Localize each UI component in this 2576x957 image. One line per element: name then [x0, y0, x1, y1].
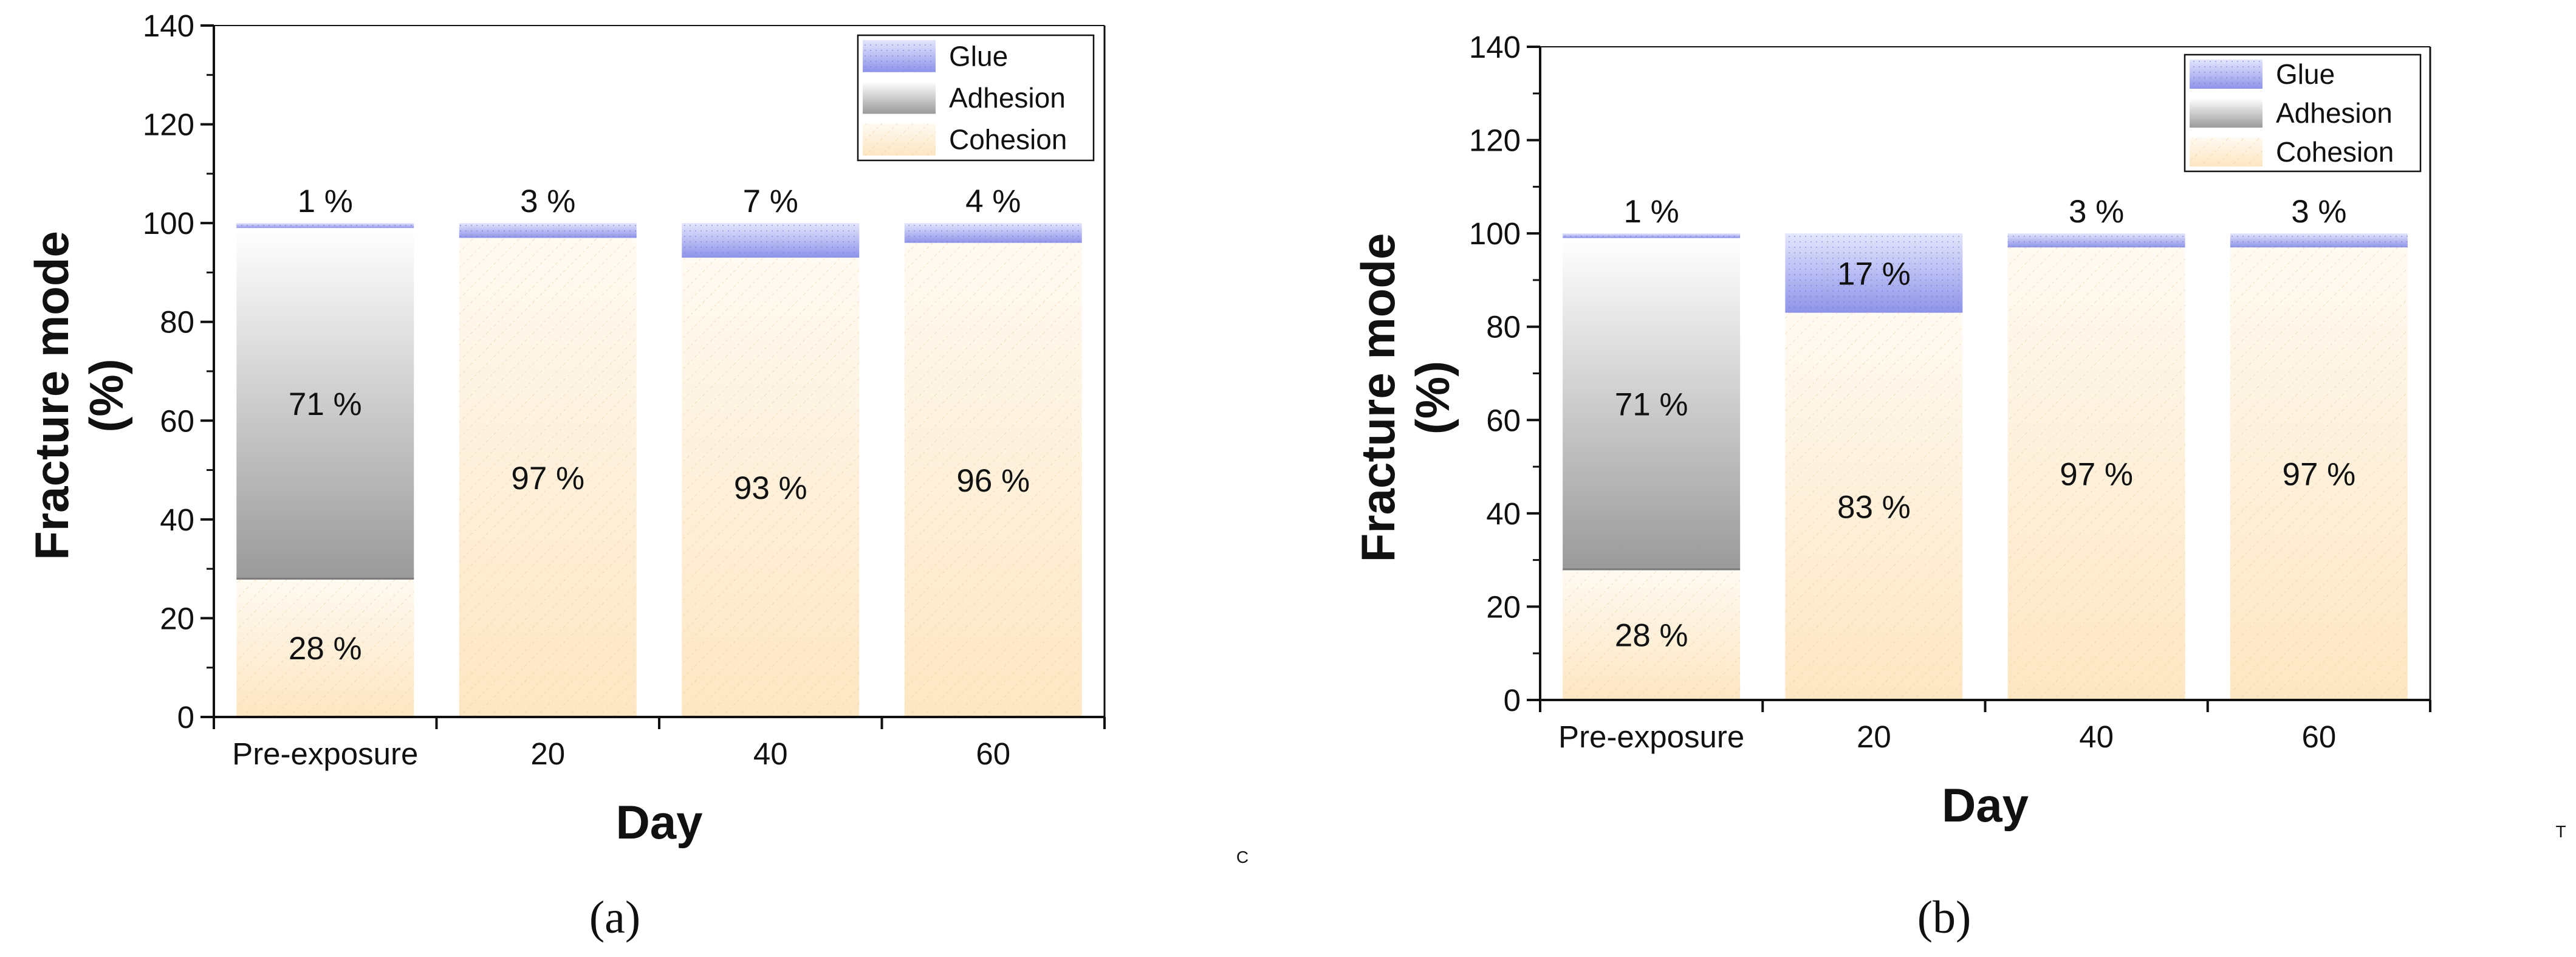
- bar-pattern-cohesion-2: [682, 258, 860, 717]
- legend: Glue Adhesion Cohesion: [857, 34, 1095, 162]
- y-axis-title-line1: Fracture mode: [25, 231, 78, 560]
- data-label-glue-0: 1 %: [298, 184, 353, 219]
- data-label-glue-2: 3 %: [2069, 194, 2124, 230]
- legend-label-cohesion: Cohesion: [949, 124, 1067, 156]
- y-tick-label-4: 80: [1486, 310, 1521, 345]
- bar-pattern-cohesion-1: [459, 238, 637, 717]
- x-axis-title: Day: [1942, 778, 2029, 832]
- panel-b-chart: 28 % 71 % 1 % 83 % 17 % 97 % 3 % 97 % 3 % 0 20 40 60…: [1351, 30, 2566, 943]
- legend-label-cohesion: Cohesion: [2276, 136, 2394, 168]
- bar-pattern-cohesion-0: [236, 578, 414, 717]
- data-label-adhesion-0: 71 %: [1615, 386, 1688, 422]
- bar-pattern-glue-3: [2230, 233, 2408, 248]
- legend-swatch-pattern-cohesion: [863, 123, 936, 156]
- bar-pattern-glue-3: [904, 223, 1082, 243]
- data-label-cohesion-0: 28 %: [289, 631, 362, 667]
- bar-pattern-glue-0: [1563, 233, 1741, 238]
- y-tick-label-5: 100: [143, 206, 194, 241]
- y-tick-label-7: 140: [1469, 30, 1521, 64]
- legend-swatch-pattern-glue: [2190, 60, 2263, 89]
- y-tick-label-2: 40: [1486, 496, 1521, 531]
- legend-label-glue: Glue: [2276, 58, 2335, 90]
- panel-label: (a): [589, 892, 640, 943]
- y-axis-title: Fracture mode(%): [1351, 233, 1459, 563]
- y-axis-title-line2: (%): [1406, 361, 1459, 434]
- legend-swatch-adhesion: [863, 81, 936, 114]
- legend-label-glue: Glue: [949, 40, 1008, 72]
- bar-pattern-cohesion-3: [2230, 247, 2408, 700]
- bar-pattern-glue-1: [459, 223, 637, 238]
- y-tick-label-3: 60: [1486, 403, 1521, 437]
- data-label-glue-0: 1 %: [1623, 194, 1679, 230]
- x-tick-label-1: 20: [1857, 719, 1891, 754]
- y-tick-label-0: 0: [177, 700, 194, 735]
- stray-glyph: C: [1236, 848, 1249, 866]
- bar-pattern-glue-1: [1785, 233, 1963, 313]
- data-label-cohesion-1: 83 %: [1837, 489, 1911, 525]
- data-label-cohesion-2: 97 %: [2060, 457, 2133, 493]
- y-axis-title-line2: (%): [80, 358, 133, 432]
- bar-adhesion-0: [1563, 238, 1741, 570]
- x-axis-title: Day: [615, 795, 702, 849]
- y-tick-label-6: 120: [143, 108, 194, 142]
- data-label-adhesion-0: 71 %: [289, 386, 362, 422]
- data-label-glue-3: 4 %: [965, 184, 1021, 219]
- data-label-glue-3: 3 %: [2291, 194, 2346, 230]
- legend-swatch-pattern-glue: [863, 40, 936, 72]
- y-tick-label-1: 20: [1486, 589, 1521, 624]
- data-label-cohesion-3: 96 %: [956, 463, 1030, 499]
- y-tick-label-3: 60: [160, 403, 194, 438]
- data-label-glue-1: 3 %: [520, 184, 575, 219]
- bar-adhesion-0: [236, 228, 414, 579]
- x-tick-label-3: 60: [976, 736, 1010, 771]
- y-tick-label-1: 20: [160, 601, 194, 636]
- legend-label-adhesion: Adhesion: [2276, 97, 2393, 129]
- data-label-glue-1: 17 %: [1837, 256, 1911, 292]
- legend-swatch-pattern-cohesion: [2190, 137, 2263, 166]
- legend-label-adhesion: Adhesion: [949, 82, 1066, 114]
- y-tick-label-6: 120: [1469, 123, 1521, 158]
- x-tick-label-0: Pre-exposure: [232, 736, 418, 771]
- y-tick-label-5: 100: [1469, 216, 1521, 251]
- y-axis-title-line1: Fracture mode: [1351, 233, 1405, 563]
- legend: Glue Adhesion Cohesion: [2184, 53, 2422, 173]
- y-tick-label-0: 0: [1504, 683, 1521, 718]
- legend-swatch-adhesion: [2190, 98, 2263, 128]
- bar-pattern-glue-0: [236, 223, 414, 228]
- x-tick-label-0: Pre-exposure: [1558, 719, 1744, 754]
- x-tick-label-1: 20: [530, 736, 565, 771]
- data-label-cohesion-2: 93 %: [734, 470, 807, 506]
- bar-pattern-cohesion-3: [904, 242, 1082, 718]
- data-label-glue-2: 7 %: [743, 184, 798, 219]
- y-tick-label-2: 40: [160, 503, 194, 537]
- data-label-cohesion-1: 97 %: [511, 461, 584, 496]
- panel-label: (b): [1917, 892, 1971, 943]
- y-axis-title: Fracture mode(%): [25, 231, 133, 560]
- bar-pattern-cohesion-0: [1563, 569, 1741, 700]
- bar-pattern-glue-2: [2007, 233, 2185, 248]
- y-tick-label-7: 140: [143, 9, 194, 43]
- bar-pattern-cohesion-2: [2007, 247, 2185, 700]
- y-tick-label-4: 80: [160, 305, 194, 340]
- x-tick-label-2: 40: [753, 736, 788, 771]
- data-label-cohesion-0: 28 %: [1615, 618, 1688, 654]
- stray-glyph: T: [2555, 822, 2566, 841]
- bar-pattern-cohesion-1: [1785, 312, 1963, 700]
- data-label-cohesion-3: 97 %: [2282, 457, 2355, 493]
- panel-a-chart: 28 % 71 % 1 % 97 % 3 % 93 % 7 % 96 % 4 % 0 20 40 60 8…: [25, 9, 1249, 943]
- x-tick-label-3: 60: [2302, 719, 2337, 754]
- bar-pattern-glue-2: [682, 223, 860, 258]
- x-tick-label-2: 40: [2079, 719, 2114, 754]
